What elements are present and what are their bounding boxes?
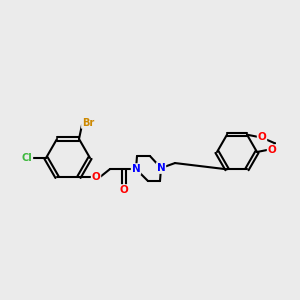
Text: O: O (120, 185, 128, 195)
Text: O: O (258, 132, 266, 142)
Text: O: O (268, 145, 276, 155)
Text: N: N (157, 163, 165, 173)
Text: Cl: Cl (22, 153, 32, 163)
Text: N: N (132, 164, 140, 174)
Text: O: O (92, 172, 100, 182)
Text: Br: Br (82, 118, 94, 128)
